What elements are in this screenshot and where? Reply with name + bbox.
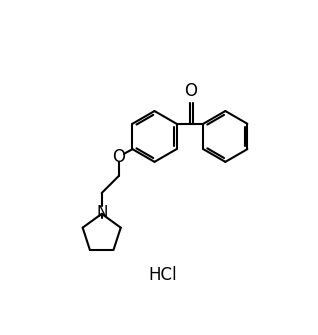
Text: HCl: HCl [149,266,177,284]
Text: O: O [184,82,197,100]
Text: O: O [112,148,125,166]
Text: N: N [96,205,107,220]
